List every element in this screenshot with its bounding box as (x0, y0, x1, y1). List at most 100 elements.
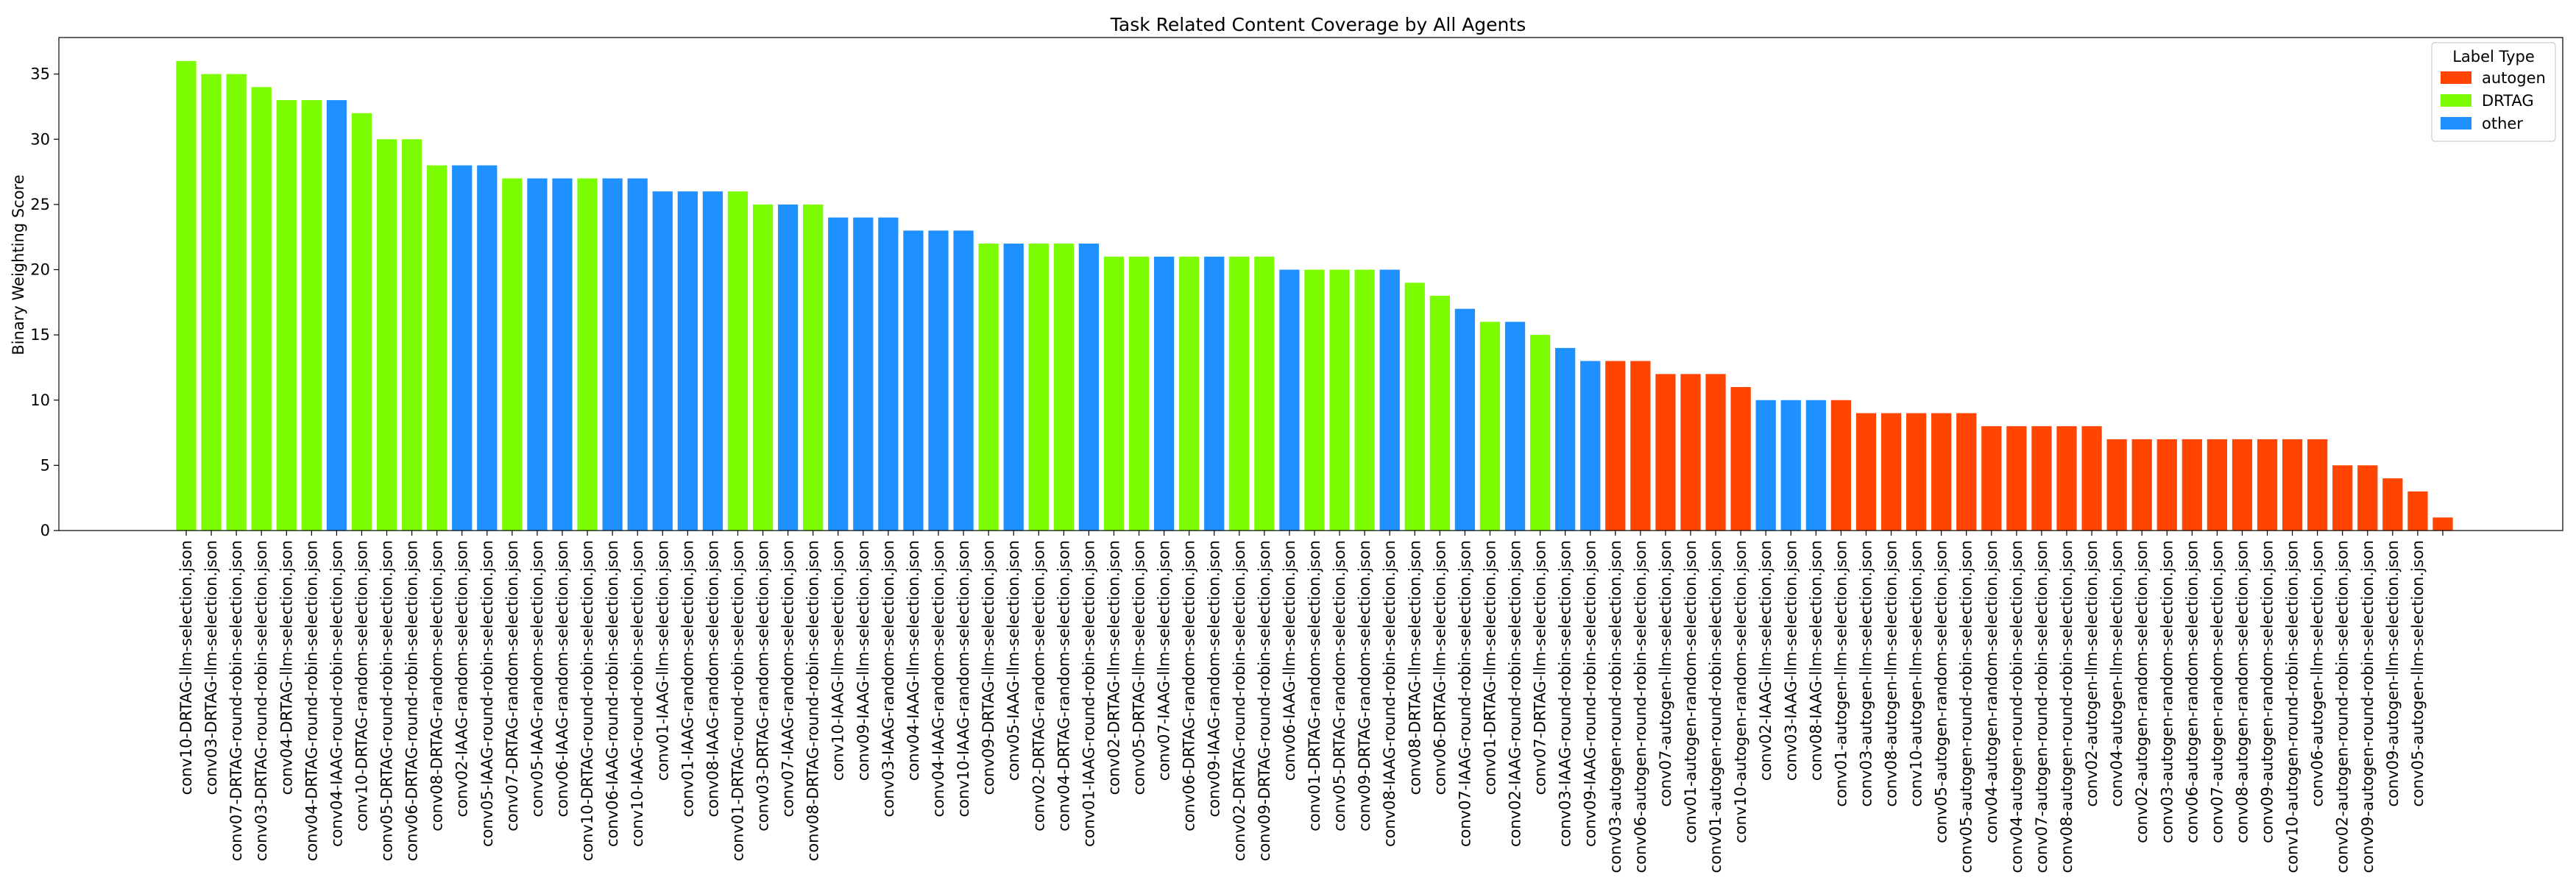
plot-frame (58, 37, 2563, 531)
x-tick-label: conv05-autogen-round-robin-selection.jso… (1958, 540, 1975, 873)
bar-drtag (1028, 244, 1049, 531)
bar-other (1204, 256, 1225, 531)
bar-autogen (2131, 439, 2152, 531)
x-tick-label: conv02-IAAG-random-selection.json (453, 540, 471, 817)
x-tick-label: conv04-IAAG-llm-selection.json (905, 540, 922, 781)
x-tick-label: conv05-autogen-llm-selection.json (2409, 540, 2427, 807)
x-tick-label: conv04-autogen-llm-selection.json (2108, 540, 2126, 807)
y-tick-label: 15 (30, 326, 50, 344)
x-tick-label: conv10-autogen-random-selection.json (1732, 540, 1749, 843)
x-tick-label: conv01-autogen-random-selection.json (1682, 540, 1699, 843)
y-tick-label: 25 (30, 196, 50, 213)
x-tick-label: conv06-IAAG-llm-selection.json (1281, 540, 1298, 781)
bar-other (477, 165, 498, 531)
x-tick-label: conv02-DRTAG-random-selection.json (1030, 540, 1047, 831)
bar-autogen (2182, 439, 2202, 531)
x-tick-label: conv02-DRTAG-llm-selection.json (1105, 540, 1122, 795)
x-tick-label: conv01-DRTAG-random-selection.json (1306, 540, 1323, 831)
bar-drtag (1529, 335, 1551, 531)
x-tick-label: conv03-IAAG-round-robin-selection.json (1557, 540, 1574, 847)
x-tick-label: conv10-DRTAG-round-robin-selection.json (578, 540, 596, 861)
x-tick-label: conv01-IAAG-llm-selection.json (654, 540, 671, 781)
bar-other (953, 230, 974, 531)
legend-swatch-drtag (2441, 94, 2471, 107)
x-tick-label: conv04-DRTAG-round-robin-selection.json (302, 540, 320, 861)
bar-autogen (1630, 361, 1651, 531)
bar-other (1755, 400, 1776, 531)
bar-autogen (2332, 465, 2353, 531)
x-tick-label: conv05-DRTAG-round-robin-selection.json (378, 540, 396, 861)
x-tick-label: conv10-DRTAG-llm-selection.json (177, 540, 195, 795)
x-tick-label: conv07-DRTAG-round-robin-selection.json (227, 540, 245, 861)
x-tick-label: conv03-DRTAG-random-selection.json (754, 540, 772, 831)
x-tick-label: conv08-autogen-round-robin-selection.jso… (2058, 540, 2076, 873)
bar-drtag (201, 74, 222, 531)
y-tick-label: 35 (30, 65, 50, 83)
x-tick-label: conv07-IAAG-random-selection.json (779, 540, 797, 817)
x-tick-label: conv09-IAAG-random-selection.json (1206, 540, 1223, 817)
x-tick-label: conv04-autogen-round-robin-selection.jso… (2008, 540, 2025, 873)
y-tick-label: 10 (30, 391, 50, 409)
bar-autogen (2156, 439, 2177, 531)
bar-drtag (1053, 244, 1074, 531)
x-tick-label: conv06-autogen-round-robin-selection.jso… (1632, 540, 1649, 873)
x-tick-label: conv02-IAAG-round-robin-selection.json (1507, 540, 1524, 847)
legend-swatch-autogen (2441, 71, 2471, 84)
bar-drtag (727, 191, 749, 531)
bar-drtag (1103, 256, 1125, 531)
x-tick-label: conv02-autogen-random-selection.json (2133, 540, 2151, 843)
bar-other (326, 100, 347, 531)
x-tick-label: conv08-IAAG-round-robin-selection.json (1381, 540, 1398, 847)
bar-autogen (1830, 400, 1852, 531)
y-axis-ticks: 0 5 10 15 20 25 30 35 (30, 65, 59, 539)
x-tick-label: conv10-autogen-round-robin-selection.jso… (2284, 540, 2301, 873)
bar-autogen (2006, 426, 2027, 531)
legend: Label Type autogen DRTAG other (2431, 42, 2556, 142)
x-tick-label: conv08-DRTAG-llm-selection.json (1406, 540, 1423, 795)
legend-label-other: other (2482, 115, 2523, 132)
legend-title: Label Type (2452, 48, 2535, 65)
x-tick-label: conv05-DRTAG-random-selection.json (1331, 540, 1348, 831)
bar-autogen (2382, 478, 2403, 531)
x-tick-label: conv08-DRTAG-random-selection.json (428, 540, 446, 831)
x-tick-label: conv10-IAAG-round-robin-selection.json (629, 540, 646, 847)
legend-swatch-other (2441, 117, 2471, 130)
x-tick-label: conv01-IAAG-round-robin-selection.json (1080, 540, 1097, 847)
bar-autogen (2257, 439, 2278, 531)
x-tick-label: conv07-autogen-round-robin-selection.jso… (2033, 540, 2050, 873)
x-tick-label: conv10-IAAG-llm-selection.json (829, 540, 847, 781)
x-tick-label: conv04-DRTAG-random-selection.json (1055, 540, 1072, 831)
x-tick-label: conv05-DRTAG-llm-selection.json (1130, 540, 1148, 795)
x-tick-label: conv01-autogen-llm-selection.json (1832, 540, 1850, 807)
bar-autogen (1981, 426, 2002, 531)
bar-drtag (351, 113, 372, 531)
x-tick-label: conv09-autogen-random-selection.json (2259, 540, 2276, 843)
bars-group (176, 60, 2453, 531)
bar-drtag (1329, 269, 1350, 531)
bar-drtag (301, 100, 322, 531)
x-tick-label: conv06-autogen-random-selection.json (2183, 540, 2201, 843)
x-tick-label: conv03-DRTAG-round-robin-selection.json (252, 540, 270, 861)
bar-other (1805, 400, 1826, 531)
x-tick-label: conv02-autogen-round-robin-selection.jso… (2334, 540, 2352, 873)
bar-drtag (1229, 256, 1250, 531)
y-tick-label: 20 (30, 261, 50, 279)
bar-autogen (2031, 426, 2052, 531)
x-tick-label: conv07-IAAG-llm-selection.json (1156, 540, 1173, 781)
x-tick-label: conv04-IAAG-random-selection.json (930, 540, 947, 817)
x-tick-label: conv09-IAAG-round-robin-selection.json (1582, 540, 1599, 847)
x-tick-label: conv06-DRTAG-round-robin-selection.json (403, 540, 421, 861)
bar-other (677, 191, 698, 531)
x-tick-label: conv08-DRTAG-round-robin-selection.json (804, 540, 822, 861)
bar-drtag (1479, 322, 1501, 531)
bar-other (1555, 347, 1576, 531)
bar-drtag (251, 87, 272, 531)
x-axis-ticks: conv10-DRTAG-llm-selection.json conv03-DR… (177, 531, 2444, 873)
x-tick-label: conv04-autogen-random-selection.json (1983, 540, 2000, 843)
bar-drtag (752, 204, 774, 531)
bar-drtag (427, 165, 447, 531)
bar-autogen (1680, 374, 1701, 531)
bar-other (1153, 256, 1175, 531)
x-tick-label: conv08-IAAG-llm-selection.json (1807, 540, 1825, 781)
